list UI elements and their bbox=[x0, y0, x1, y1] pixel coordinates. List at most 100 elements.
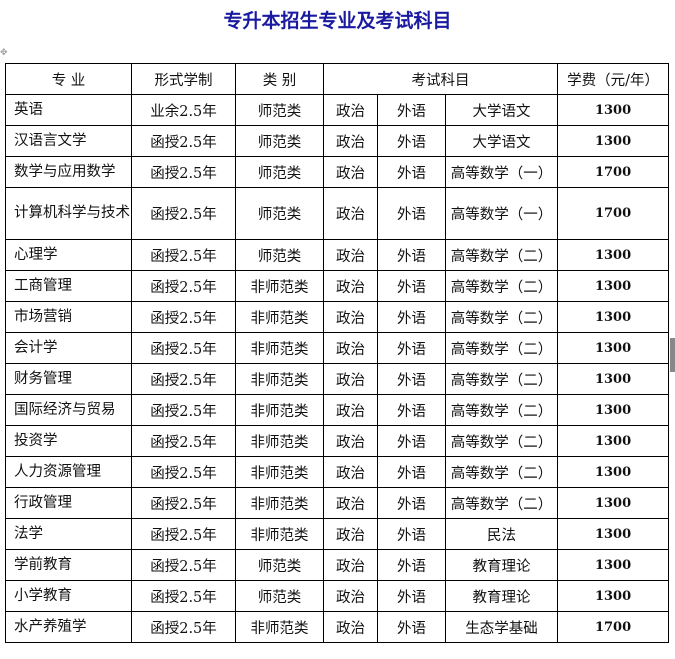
majors-table: 专 业 形式学制 类 别 考试科目 学费（元/年） 英语 业余2.5年 师范类 政治外… bbox=[5, 63, 670, 643]
cell-form: 函授2.5年 bbox=[131, 125, 236, 157]
header-row: 专 业 形式学制 类 别 考试科目 学费（元/年） bbox=[5, 63, 670, 95]
cell-form: 函授2.5年 bbox=[131, 301, 236, 333]
cell-fee: 1300 bbox=[557, 125, 670, 157]
table-row: 小学教育 函授2.5年 师范类 政治 外语 教育理论 1300 bbox=[5, 580, 670, 612]
cell-fee: 1300 bbox=[557, 270, 670, 302]
cell-category: 非师范类 bbox=[235, 332, 324, 364]
scrollbar[interactable] bbox=[670, 338, 675, 372]
cell-major: 小学教育 bbox=[5, 580, 132, 612]
cell-exam-subject: 高等数学（一） bbox=[444, 156, 559, 188]
cell-exam-language: 外语 bbox=[377, 94, 446, 126]
cell-major: 水产养殖学 bbox=[5, 611, 132, 643]
cell-exam-subject: 生态学基础 bbox=[444, 611, 559, 643]
cell-form: 函授2.5年 bbox=[131, 270, 236, 302]
cell-exam-politics: 政治 bbox=[323, 301, 378, 333]
cell-form: 函授2.5年 bbox=[131, 425, 236, 457]
cell-exam-subject: 高等数学（二） bbox=[444, 270, 559, 302]
cell-form: 函授2.5年 bbox=[131, 518, 236, 550]
cell-exam-politics: 政治 bbox=[323, 611, 378, 643]
cell-category: 非师范类 bbox=[235, 301, 324, 333]
cell-major: 计算机科学与技术 bbox=[5, 187, 132, 240]
cell-exam-subject: 高等数学（二） bbox=[444, 456, 559, 488]
cell-exam-politics: 政治 bbox=[323, 239, 378, 271]
cell-exam-subject: 高等数学（二） bbox=[444, 487, 559, 519]
cell-category: 非师范类 bbox=[235, 456, 324, 488]
cell-exam-subject: 大学语文 bbox=[444, 94, 559, 126]
table-move-handle-icon[interactable]: ✥ bbox=[0, 48, 8, 58]
cell-category: 非师范类 bbox=[235, 518, 324, 550]
header-fee: 学费（元/年） bbox=[557, 63, 670, 95]
cell-exam-subject: 高等数学（二） bbox=[444, 425, 559, 457]
cell-fee: 1700 bbox=[557, 187, 670, 240]
cell-form: 函授2.5年 bbox=[131, 611, 236, 643]
cell-major: 学前教育 bbox=[5, 549, 132, 581]
cell-exam-politics: 政治 bbox=[323, 549, 378, 581]
cell-form: 函授2.5年 bbox=[131, 549, 236, 581]
table-row: 心理学 函授2.5年 师范类 政治 外语 高等数学（二） 1300 bbox=[5, 239, 670, 271]
table-row: 财务管理 函授2.5年 非师范类 政治 外语 高等数学（二） 1300 bbox=[5, 363, 670, 395]
cell-exam-politics: 政治 bbox=[323, 394, 378, 426]
header-major: 专 业 bbox=[5, 63, 132, 95]
cell-exam-language: 外语 bbox=[377, 239, 446, 271]
cell-major: 汉语言文学 bbox=[5, 125, 132, 157]
cell-form: 函授2.5年 bbox=[131, 456, 236, 488]
table-row: 国际经济与贸易 函授2.5年 非师范类 政治 外语 高等数学（二） 1300 bbox=[5, 394, 670, 426]
cell-category: 师范类 bbox=[235, 239, 324, 271]
table-row: 计算机科学与技术 函授2.5年 师范类 政治 外语 高等数学（一） 1700 bbox=[5, 187, 670, 240]
cell-major: 行政管理 bbox=[5, 487, 132, 519]
cell-exam-language: 外语 bbox=[377, 456, 446, 488]
cell-exam-subject: 教育理论 bbox=[444, 580, 559, 612]
table-row: 水产养殖学 函授2.5年 非师范类 政治 外语 生态学基础 1700 bbox=[5, 611, 670, 643]
cell-major: 人力资源管理 bbox=[5, 456, 132, 488]
cell-fee: 1300 bbox=[557, 94, 670, 126]
cell-fee: 1300 bbox=[557, 425, 670, 457]
table-row: 法学 函授2.5年 非师范类 政治 外语 民法 1300 bbox=[5, 518, 670, 550]
cell-category: 师范类 bbox=[235, 156, 324, 188]
cell-exam-language: 外语 bbox=[377, 125, 446, 157]
page-title: 专升本招生专业及考试科目 bbox=[223, 10, 452, 32]
cell-exam-politics: 政治 bbox=[323, 487, 378, 519]
cell-fee: 1300 bbox=[557, 332, 670, 364]
cell-form: 函授2.5年 bbox=[131, 332, 236, 364]
cell-exam-politics: 政治 bbox=[323, 94, 378, 126]
header-category: 类 别 bbox=[235, 63, 324, 95]
cell-exam-subject: 高等数学（二） bbox=[444, 301, 559, 333]
cell-fee: 1300 bbox=[557, 518, 670, 550]
cell-category: 非师范类 bbox=[235, 270, 324, 302]
cell-exam-language: 外语 bbox=[377, 270, 446, 302]
cell-exam-language: 外语 bbox=[377, 156, 446, 188]
cell-exam-language: 外语 bbox=[377, 332, 446, 364]
cell-exam-politics: 政治 bbox=[323, 187, 378, 240]
cell-category: 师范类 bbox=[235, 187, 324, 240]
cell-fee: 1300 bbox=[557, 549, 670, 581]
table-row: 行政管理 函授2.5年 非师范类 政治 外语 高等数学（二） 1300 bbox=[5, 487, 670, 519]
cell-exam-subject: 民法 bbox=[444, 518, 559, 550]
cell-form: 函授2.5年 bbox=[131, 187, 236, 240]
cell-fee: 1300 bbox=[557, 239, 670, 271]
cell-exam-language: 外语 bbox=[377, 394, 446, 426]
cell-fee: 1700 bbox=[557, 156, 670, 188]
table-row: 工商管理 函授2.5年 非师范类 政治 外语 高等数学（二） 1300 bbox=[5, 270, 670, 302]
cell-exam-subject: 高等数学（二） bbox=[444, 394, 559, 426]
table-row: 人力资源管理 函授2.5年 非师范类 政治 外语 高等数学（二） 1300 bbox=[5, 456, 670, 488]
cell-fee: 1300 bbox=[557, 363, 670, 395]
cell-major: 工商管理 bbox=[5, 270, 132, 302]
cell-form: 函授2.5年 bbox=[131, 487, 236, 519]
cell-major: 法学 bbox=[5, 518, 132, 550]
cell-exam-subject: 教育理论 bbox=[444, 549, 559, 581]
cell-major: 英语 bbox=[5, 94, 132, 126]
cell-exam-language: 外语 bbox=[377, 187, 446, 240]
cell-form: 函授2.5年 bbox=[131, 394, 236, 426]
cell-exam-subject: 高等数学（二） bbox=[444, 363, 559, 395]
cell-fee: 1300 bbox=[557, 301, 670, 333]
table-row: 市场营销 函授2.5年 非师范类 政治 外语 高等数学（二） 1300 bbox=[5, 301, 670, 333]
cell-category: 非师范类 bbox=[235, 487, 324, 519]
cell-fee: 1300 bbox=[557, 487, 670, 519]
table-row: 英语 业余2.5年 师范类 政治 外语 大学语文 1300 bbox=[5, 94, 670, 126]
cell-exam-language: 外语 bbox=[377, 363, 446, 395]
cell-exam-language: 外语 bbox=[377, 425, 446, 457]
cell-exam-politics: 政治 bbox=[323, 518, 378, 550]
cell-fee: 1300 bbox=[557, 580, 670, 612]
cell-exam-subject: 大学语文 bbox=[444, 125, 559, 157]
cell-category: 师范类 bbox=[235, 94, 324, 126]
